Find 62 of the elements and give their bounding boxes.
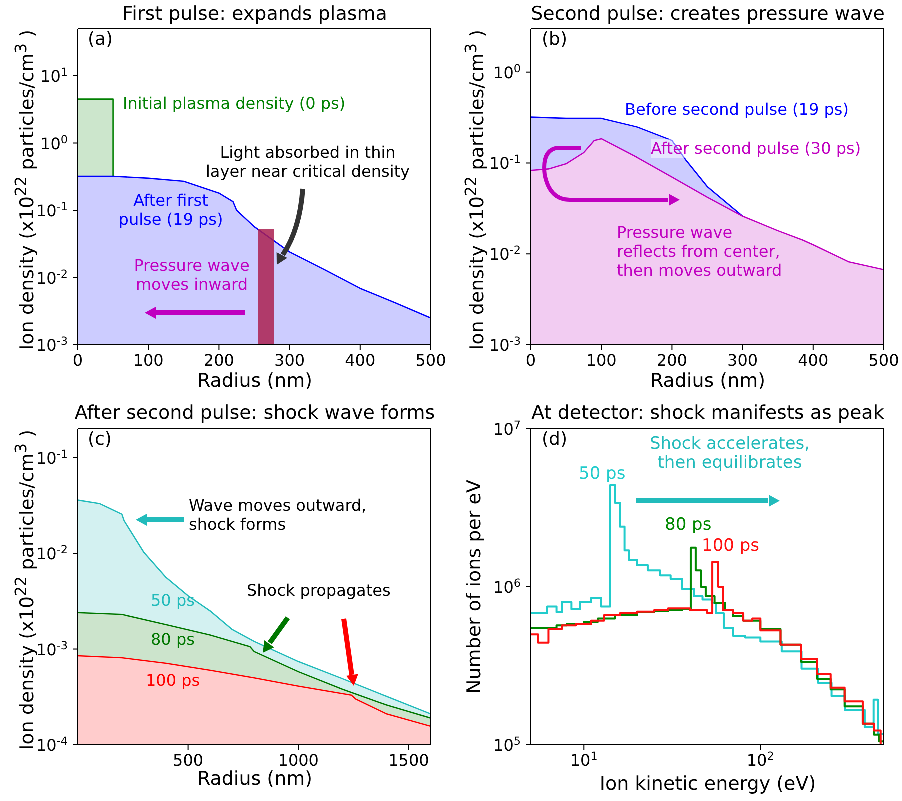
x-axis-title: Radius (nm) — [649, 370, 767, 392]
x-tick-label: 10$^{1}$ — [570, 750, 598, 770]
x-tick-label: 1000 — [278, 751, 319, 770]
series-label: 80 ps — [151, 630, 195, 649]
x-tick-label: 100 — [586, 351, 617, 370]
x-tick-label: 500 — [173, 751, 204, 770]
annotation: Wave moves outward, shock forms — [189, 496, 368, 534]
x-tick-label: 500 — [868, 351, 900, 370]
chart-title: At detector: shock manifests as peak — [532, 402, 884, 424]
y-tick-label: 10$^{-2}$ — [36, 267, 68, 288]
annotation: (c) — [88, 429, 113, 450]
series-label: 50 ps — [151, 591, 195, 610]
series-label: Before second pulse (19 ps) — [625, 100, 849, 119]
x-axis-title: Radius (nm) — [197, 768, 313, 790]
annotation: Shock accelerates, then equilibrates — [648, 434, 812, 473]
series-label: After first pulse (19 ps) — [118, 191, 224, 229]
series-label: 100 ps — [702, 536, 760, 556]
x-tick-label: 0 — [526, 351, 536, 370]
x-tick-label: 10$^{2}$ — [746, 750, 774, 770]
annotation: Pressure wave moves inward — [133, 256, 251, 294]
y-tick-label: 10$^{5}$ — [494, 734, 521, 755]
series-label: After second pulse (30 ps) — [651, 139, 862, 158]
y-tick-label: 10$^{0}$ — [40, 132, 68, 154]
series-label: Initial plasma density (0 ps) — [123, 94, 346, 113]
series-label: 50 ps — [579, 464, 626, 484]
annotation: (d) — [542, 429, 568, 450]
chart-title: Second pulse: creates pressure wave — [530, 3, 886, 25]
x-tick-label: 1500 — [388, 751, 430, 770]
x-tick-label: 300 — [728, 351, 758, 370]
x-tick-label: 400 — [345, 351, 376, 370]
y-tick-label: 10$^{7}$ — [494, 418, 521, 439]
y-tick-label: 10$^{-3}$ — [36, 638, 68, 660]
x-tick-label: 200 — [656, 351, 688, 370]
x-axis-title: Ion kinetic energy (eV) — [598, 773, 818, 795]
y-tick-label: 10$^{-4}$ — [36, 734, 68, 755]
y-tick-label: 10$^{-3}$ — [489, 334, 521, 355]
y-tick-label: 10$^{1}$ — [40, 66, 68, 86]
y-tick-label: 10$^{6}$ — [494, 576, 521, 597]
x-tick-label: 100 — [133, 351, 164, 370]
annotation: (a) — [88, 29, 114, 50]
series-label: 80 ps — [665, 515, 712, 535]
x-axis-title: Radius (nm) — [196, 370, 314, 392]
x-tick-label: 400 — [798, 351, 829, 370]
annotation: Light absorbed in thin layer near critical density — [204, 143, 411, 181]
annotation: (b) — [542, 29, 568, 50]
x-tick-label: 0 — [72, 351, 84, 370]
y-tick-label: 10$^{-2}$ — [489, 244, 521, 264]
y-axis-title: Number of ions per eV — [463, 478, 485, 696]
y-tick-label: 10$^{-1}$ — [489, 152, 521, 174]
x-tick-label: 300 — [274, 351, 306, 370]
series-label: 100 ps — [146, 671, 200, 690]
y-tick-label: 10$^{-1}$ — [36, 447, 68, 468]
x-tick-label: 500 — [416, 351, 446, 370]
y-tick-label: 10$^{-1}$ — [36, 200, 68, 220]
annotation: Pressure wave reflects from center, then moves outward — [617, 223, 784, 280]
annotation: Shock propagates — [247, 581, 392, 600]
x-tick-label: 200 — [204, 351, 234, 370]
y-tick-label: 10$^{-3}$ — [36, 334, 68, 355]
chart-title: First pulse: expands plasma — [122, 3, 388, 25]
chart-title: After second pulse: shock wave forms — [74, 402, 436, 424]
y-tick-label: 10$^{-2}$ — [36, 543, 68, 564]
y-tick-label: 10$^{0}$ — [494, 62, 521, 82]
